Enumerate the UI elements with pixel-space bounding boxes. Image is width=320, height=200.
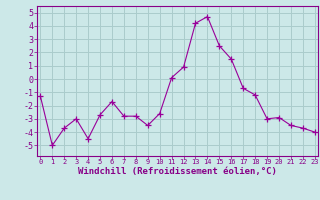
X-axis label: Windchill (Refroidissement éolien,°C): Windchill (Refroidissement éolien,°C) [78, 167, 277, 176]
